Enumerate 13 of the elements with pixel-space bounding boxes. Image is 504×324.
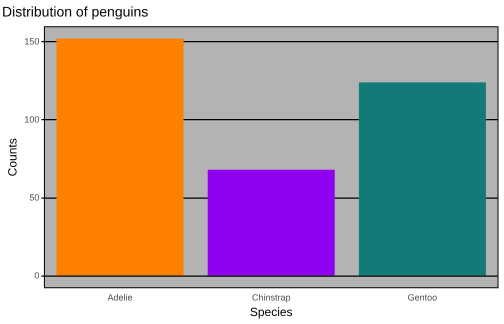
y-tick-label: 100 bbox=[24, 114, 40, 124]
bar bbox=[208, 170, 335, 276]
y-tick-label: 0 bbox=[34, 270, 40, 280]
x-tick-label: Gentoo bbox=[408, 292, 438, 303]
y-tick-label: 50 bbox=[29, 192, 40, 202]
bar bbox=[358, 82, 486, 276]
chart-title: Distribution of penguins bbox=[2, 3, 148, 20]
x-tick-label: Adelie bbox=[108, 292, 133, 303]
x-tick-label: Chinstrap bbox=[252, 292, 290, 303]
bar bbox=[56, 38, 184, 276]
y-tick-label: 150 bbox=[24, 36, 40, 46]
y-axis-title: Counts bbox=[6, 138, 20, 176]
x-axis-title: Species bbox=[250, 305, 293, 320]
